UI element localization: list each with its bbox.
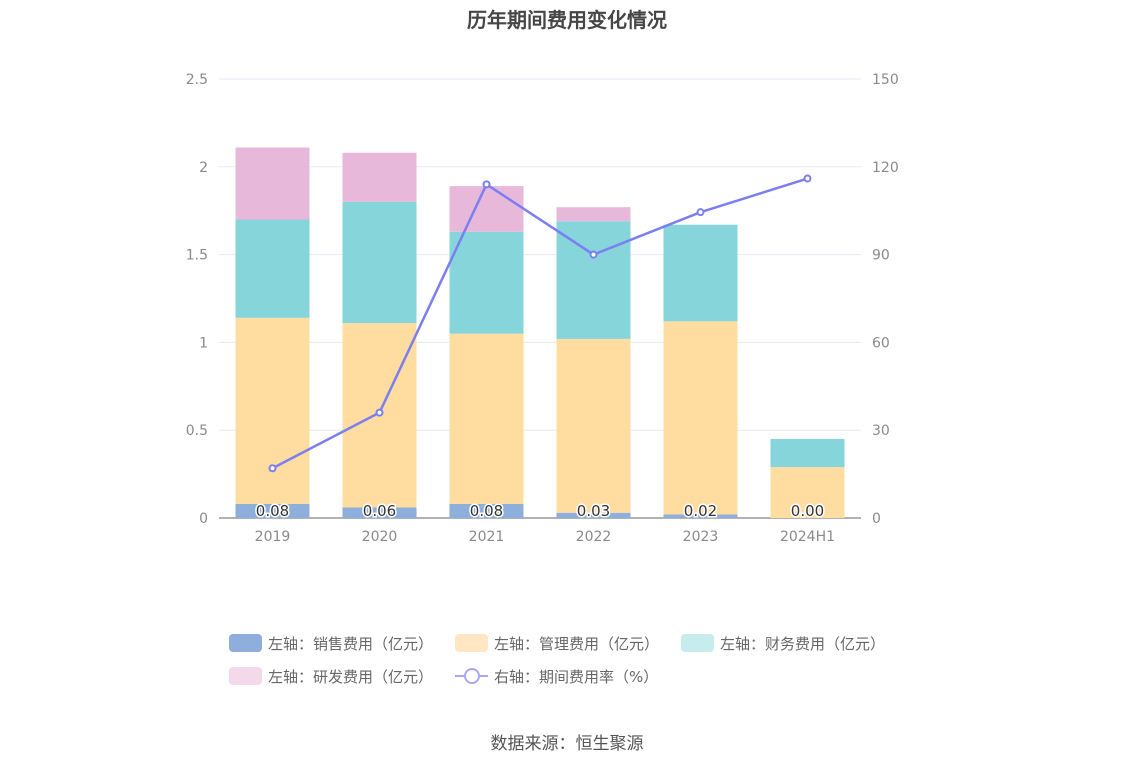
- bar-sales: [663, 514, 738, 518]
- bar-data-label: 0.00: [791, 502, 824, 520]
- expense-ratio-point: [696, 208, 705, 217]
- chart-plot: 0 0.5 1 1.5 2 2.5 0 30 60 90 120 150 2019 0.08 2020 0.0…: [186, 72, 899, 545]
- bar-sales: [235, 503, 310, 518]
- bar-admin: [770, 467, 845, 518]
- expense-ratio-point: [268, 464, 277, 473]
- legend-label-expense-ratio: 右轴：期间费用率（%）: [494, 667, 659, 686]
- legend-label-finance: 左轴：财务费用（亿元）: [720, 634, 886, 653]
- y-left-tick-label: 0.5: [186, 423, 208, 439]
- bar-finance: [556, 221, 631, 339]
- bar-data-label: 0.08: [470, 502, 503, 520]
- legend-swatch-sales: [229, 634, 262, 652]
- y-right-tick-label: 150: [872, 72, 899, 88]
- y-left-tick-label: 2: [199, 160, 208, 176]
- bar-rnd: [342, 152, 417, 202]
- legend-swatch-admin: [455, 634, 489, 652]
- y-right-tick-label: 120: [872, 160, 899, 176]
- bar-finance: [342, 201, 417, 324]
- x-tick-label: 2020: [362, 529, 398, 545]
- x-tick-label: 2022: [576, 529, 612, 545]
- x-tick-label: 2019: [255, 529, 291, 545]
- bar-data-label: 0.02: [684, 502, 717, 520]
- y-left-tick-label: 2.5: [186, 72, 208, 88]
- expense-ratio-point: [375, 408, 384, 417]
- legend-label-rnd: 左轴：研发费用（亿元）: [268, 667, 434, 686]
- data-source: 数据来源：恒生聚源: [490, 734, 644, 754]
- bar-admin: [556, 338, 631, 513]
- bar-finance: [663, 224, 738, 322]
- bar-finance: [449, 231, 524, 334]
- bar-rnd: [449, 186, 524, 232]
- bar-sales: [449, 503, 524, 518]
- legend-item-sales[interactable]: 左轴：销售费用（亿元）: [229, 633, 433, 654]
- legend-swatch-finance: [681, 634, 715, 652]
- legend-item-admin[interactable]: 左轴：管理费用（亿元）: [455, 633, 659, 654]
- legend-swatch-expense-ratio: [455, 667, 489, 685]
- expense-ratio-point: [482, 180, 491, 189]
- legend-item-expense-ratio[interactable]: 右轴：期间费用率（%）: [455, 666, 658, 687]
- legend-label-admin: 左轴：管理费用（亿元）: [494, 634, 660, 653]
- legend-item-rnd[interactable]: 左轴：研发费用（亿元）: [229, 666, 433, 687]
- chart-legend: 左轴：销售费用（亿元） 左轴：管理费用（亿元） 左轴：财务费用（亿元） 左轴：研…: [229, 632, 919, 698]
- bar-rnd: [235, 147, 310, 220]
- x-tick-label: 2024H1: [780, 529, 835, 545]
- y-right-tick-label: 30: [872, 423, 890, 439]
- bar-sales: [342, 507, 417, 518]
- legend-swatch-rnd: [229, 667, 262, 685]
- expense-ratio-line: [271, 177, 808, 470]
- x-tick-label: 2023: [683, 529, 719, 545]
- y-right-tick-label: 90: [872, 248, 890, 264]
- bar-admin: [449, 333, 524, 504]
- expense-ratio-point: [803, 174, 812, 183]
- bar-admin: [235, 317, 310, 504]
- bar-data-label: 0.06: [363, 502, 396, 520]
- y-left-tick-label: 1.5: [186, 248, 208, 264]
- bar-finance: [770, 438, 845, 468]
- bar-rnd: [556, 207, 631, 222]
- bar-finance: [235, 219, 310, 318]
- expense-ratio-point: [589, 250, 598, 259]
- y-left-tick-label: 1: [199, 335, 208, 351]
- bar-data-label: 0.08: [256, 502, 289, 520]
- y-right-tick-label: 60: [872, 335, 890, 351]
- chart-title: 历年期间费用变化情况: [467, 8, 667, 32]
- legend-label-sales: 左轴：销售费用（亿元）: [268, 634, 434, 653]
- x-tick-label: 2021: [469, 529, 505, 545]
- y-left-tick-label: 0: [199, 511, 208, 527]
- bar-data-label: 0.03: [577, 502, 610, 520]
- y-right-tick-label: 0: [872, 511, 881, 527]
- legend-item-finance[interactable]: 左轴：财务费用（亿元）: [681, 633, 885, 654]
- bar-admin: [663, 321, 738, 515]
- bar-sales: [556, 512, 631, 518]
